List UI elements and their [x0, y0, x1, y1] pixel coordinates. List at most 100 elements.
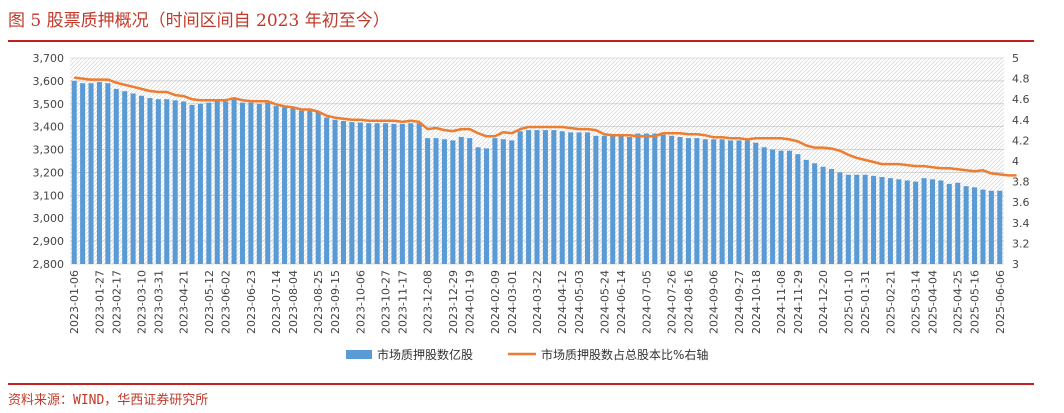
bar: [340, 120, 346, 264]
x-tick-label: 2023-08-04: [287, 270, 300, 334]
x-tick-label: 2024-07-05: [640, 270, 653, 334]
bar: [181, 101, 187, 264]
bar: [214, 101, 220, 264]
bar: [138, 95, 145, 264]
bar: [896, 179, 902, 264]
bar: [383, 123, 389, 264]
bar: [879, 177, 885, 264]
bar: [399, 123, 405, 264]
bar: [803, 159, 809, 264]
x-tick-label: 2024-09-27: [733, 270, 746, 334]
bar: [71, 80, 77, 264]
x-tick-label: 2023-06-23: [245, 270, 258, 334]
bar: [955, 182, 961, 264]
bar: [290, 108, 296, 264]
x-tick-label: 2023-09-15: [329, 270, 342, 334]
bar: [534, 130, 540, 264]
bar: [837, 172, 843, 264]
right-tick-label: 4.4: [1012, 114, 1030, 127]
bar: [147, 98, 153, 264]
right-tick-label: 5: [1012, 52, 1019, 65]
right-tick-label: 3.4: [1012, 217, 1030, 230]
source-note: 资料来源：WIND，华西证券研究所: [8, 393, 209, 408]
x-tick-label: 2023-10-06: [354, 270, 367, 334]
bar: [357, 122, 363, 265]
bar: [374, 123, 380, 264]
x-tick-label: 2024-01-19: [464, 270, 477, 334]
bottom-rule: [8, 383, 1034, 385]
bar: [172, 100, 178, 264]
bar: [113, 88, 119, 265]
bar: [96, 82, 102, 265]
bar: [441, 139, 447, 264]
bar: [164, 99, 170, 264]
bar: [854, 174, 860, 264]
left-tick-label: 3,200: [33, 166, 65, 179]
x-tick-label: 2024-05-03: [573, 270, 586, 334]
bar: [542, 130, 548, 264]
bar: [610, 135, 616, 264]
bar: [685, 138, 691, 264]
x-tick-label: 2025-05-16: [969, 270, 982, 334]
x-tick-label: 2024-03-22: [531, 270, 544, 334]
bar: [248, 102, 254, 264]
bar: [231, 99, 237, 264]
bar: [871, 175, 877, 264]
x-tick-label: 2023-02-17: [110, 270, 123, 334]
bar: [736, 140, 742, 264]
bar: [568, 132, 574, 264]
x-tick-label: 2023-03-31: [152, 270, 165, 334]
bar: [425, 138, 431, 264]
bar: [517, 131, 523, 264]
x-tick-label: 2024-05-24: [598, 270, 611, 334]
bar: [929, 179, 936, 264]
x-tick-label: 2024-11-08: [775, 270, 788, 334]
bar: [988, 190, 994, 264]
bar: [551, 130, 557, 264]
bar: [256, 103, 262, 265]
bar: [828, 169, 835, 264]
figure-title: 图 5 股票质押概况（时间区间自 2023 年初至今）: [8, 11, 390, 31]
left-tick-label: 3,700: [33, 52, 65, 65]
legend-bar-label: 市场质押股数亿股: [377, 347, 473, 362]
bar: [526, 130, 532, 264]
bar: [122, 91, 128, 264]
bar: [416, 123, 422, 264]
bar: [786, 150, 792, 264]
bar: [483, 148, 490, 264]
bar: [627, 136, 633, 264]
x-tick-label: 2023-04-21: [178, 270, 191, 334]
bar: [298, 110, 304, 265]
x-tick-label: 2023-11-17: [396, 270, 409, 334]
bar: [820, 166, 826, 264]
x-tick-label: 2025-06-06: [994, 270, 1007, 334]
bar: [80, 83, 86, 264]
legend: 市场质押股数亿股 市场质押股数占总股本比%右轴: [346, 347, 708, 362]
x-tick-label: 2024-07-26: [666, 270, 679, 334]
x-tick-label: 2024-11-29: [792, 270, 805, 334]
x-axis-ticks: 2023-01-06 2023-01-27 2023-02-17 2023-03-10…: [68, 270, 1007, 334]
bar: [155, 99, 161, 264]
bar: [584, 132, 591, 264]
x-tick-label: 2023-08-25: [312, 270, 325, 334]
bar: [669, 135, 675, 264]
x-tick-label: 2025-01-10: [842, 270, 855, 334]
bar: [728, 140, 734, 264]
bar: [904, 180, 910, 264]
x-tick-label: 2023-10-27: [380, 270, 393, 334]
right-tick-label: 4.2: [1012, 134, 1030, 147]
bar: [509, 140, 515, 264]
chart-container: 2,800 2,900 3,000 3,100 3,200 3,300 3,400 3,500…: [8, 44, 1034, 380]
x-tick-label: 2023-07-14: [270, 270, 283, 334]
bar: [189, 104, 195, 264]
bar: [433, 138, 439, 264]
x-tick-label: 2024-06-14: [615, 270, 628, 334]
bar: [694, 138, 700, 264]
bar: [576, 132, 582, 264]
bar: [862, 174, 868, 264]
x-tick-label: 2024-08-16: [682, 270, 695, 334]
right-tick-label: 4.6: [1012, 93, 1030, 106]
x-tick-label: 2024-12-20: [817, 270, 830, 334]
bar: [711, 139, 717, 264]
left-tick-label: 3,100: [33, 189, 65, 202]
